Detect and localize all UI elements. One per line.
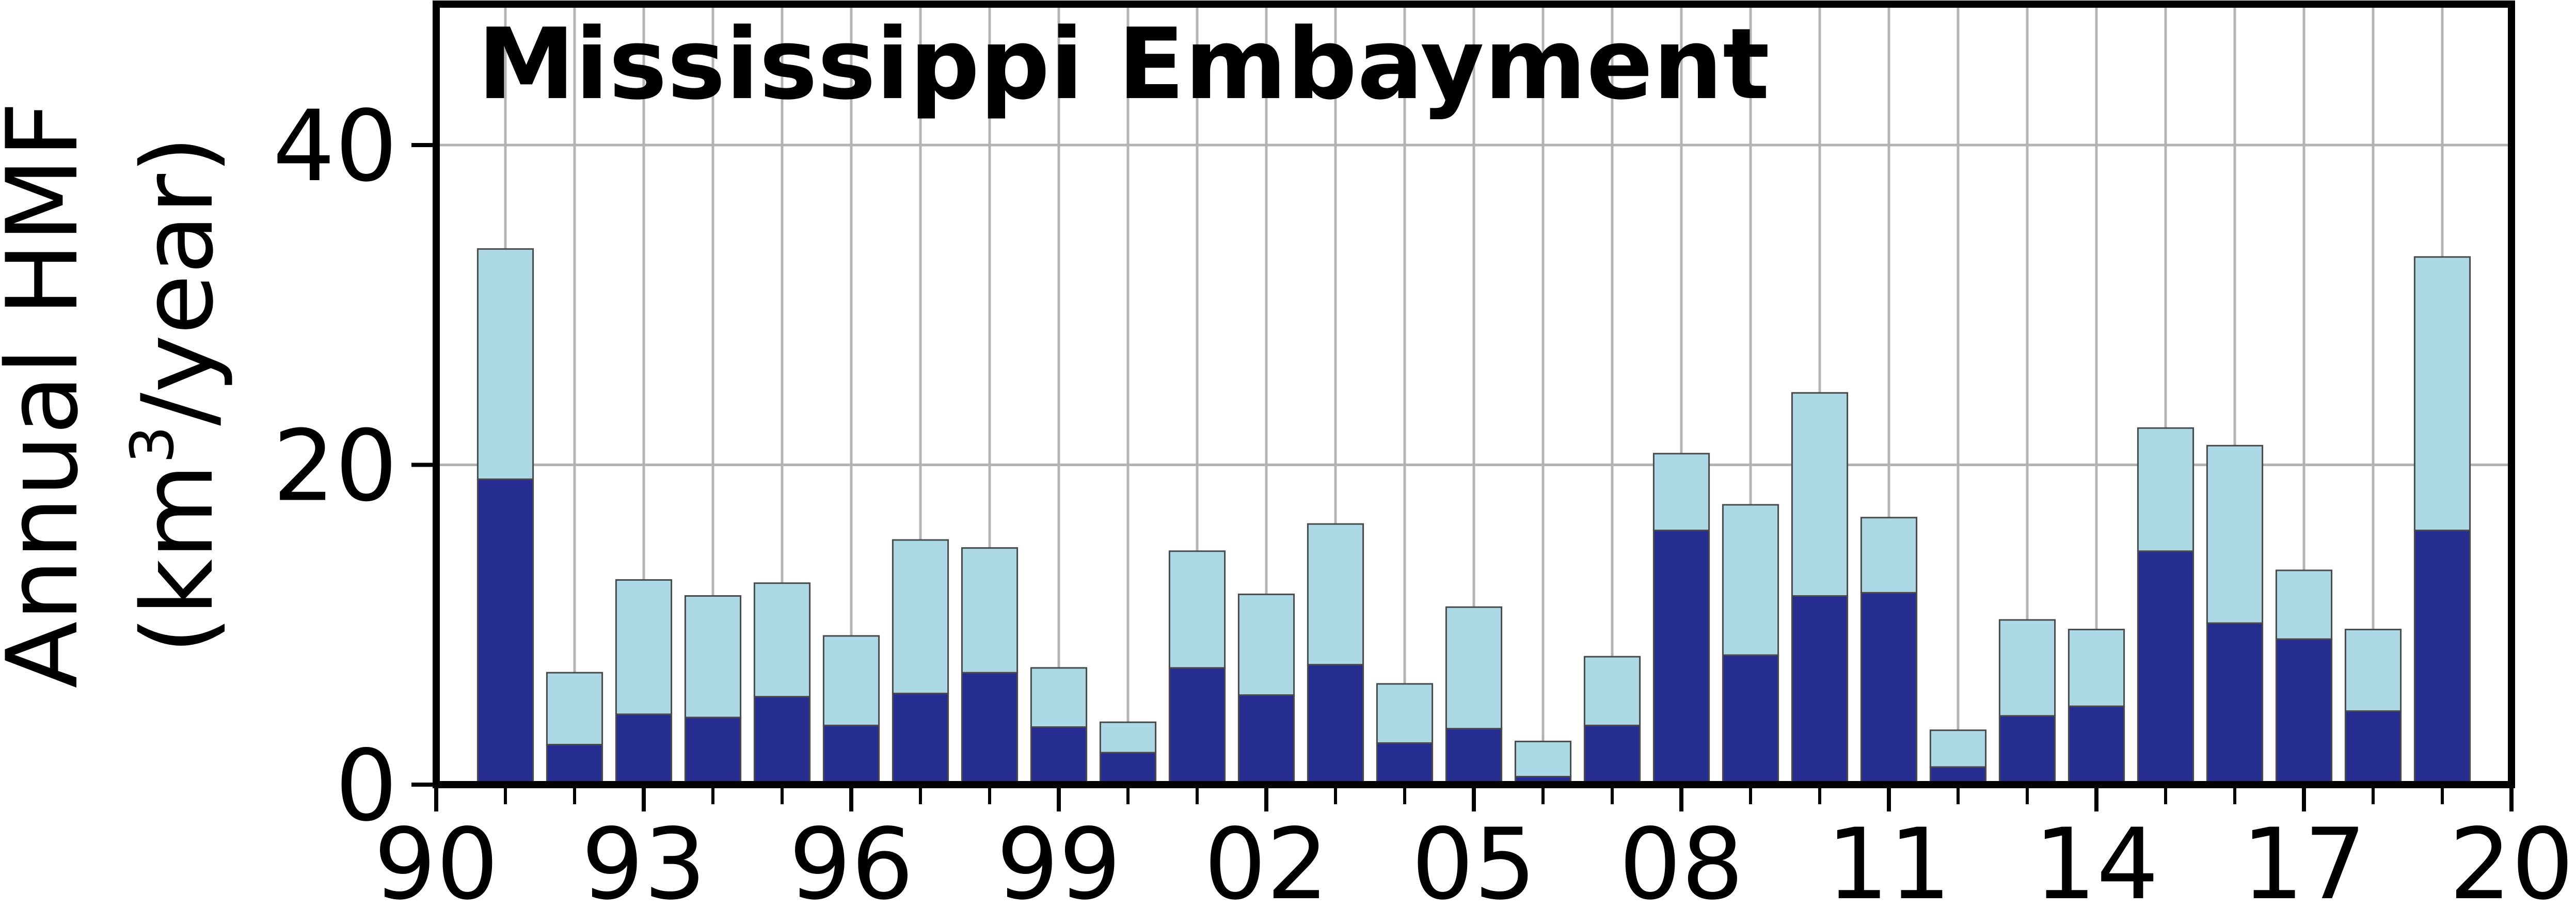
x-tick-label: 02 <box>1204 807 1329 921</box>
x-tick-label: 90 <box>374 807 499 921</box>
bar-upper <box>753 582 811 698</box>
bar-lower <box>2344 710 2402 786</box>
bar-lower <box>1030 726 1088 786</box>
chart-title: Mississippi Embayment <box>478 7 1770 121</box>
bar-lower <box>961 672 1019 786</box>
bar-lower <box>546 744 603 786</box>
bar-upper <box>1791 392 1849 597</box>
bar-upper <box>1168 550 1226 669</box>
bar-lower <box>2275 638 2333 786</box>
bar-lower <box>1099 752 1157 786</box>
bar-lower <box>1998 715 2056 786</box>
bar-upper <box>546 672 603 746</box>
bar-upper <box>1583 656 1641 726</box>
bar-lower <box>684 716 742 786</box>
bar-upper <box>476 248 534 480</box>
bar-lower <box>1376 742 1434 786</box>
y-tick-label: 40 <box>273 89 397 203</box>
bar-upper <box>2344 629 2402 712</box>
y-axis-label-line2: (km3/year) <box>118 136 235 654</box>
x-tick-label: 14 <box>2034 807 2159 921</box>
y-axis-label-superscript: 3 <box>118 426 187 464</box>
y-axis-label-line2-pre: (km <box>121 464 235 654</box>
bar-upper <box>1307 523 1364 666</box>
bar-upper <box>2275 569 2333 640</box>
x-tick-label: 11 <box>1826 807 1951 921</box>
bar-lower <box>2137 550 2195 786</box>
x-tick-label: 93 <box>581 807 706 921</box>
bar-lower <box>822 724 880 786</box>
bar-lower <box>615 713 673 786</box>
x-tick-label: 05 <box>1411 807 1536 921</box>
bar-lower <box>2413 529 2471 786</box>
bar-lower <box>1168 667 1226 786</box>
bar-upper <box>1445 606 1503 730</box>
bar-upper <box>1860 517 1918 594</box>
bar-upper <box>1099 721 1157 754</box>
bar-upper <box>961 547 1019 674</box>
bar-lower <box>1652 529 1710 786</box>
x-tick-label: 20 <box>2449 807 2574 921</box>
bar-lower <box>1860 592 1918 786</box>
bar-upper <box>1030 667 1088 728</box>
bar-upper <box>822 635 880 726</box>
bar-upper <box>1514 740 1572 778</box>
bar-lower <box>1583 724 1641 786</box>
x-tick-label: 08 <box>1619 807 1744 921</box>
bar-upper <box>1998 619 2056 717</box>
y-axis-label-line2-post: /year) <box>121 136 235 426</box>
bar-upper <box>1929 729 1987 768</box>
y-tick-label: 0 <box>335 729 397 843</box>
bars <box>476 248 2471 786</box>
bar-upper <box>1652 453 1710 531</box>
bar-upper <box>2413 256 2471 531</box>
bar-lower <box>1722 654 1779 786</box>
bar-lower <box>1307 664 1364 786</box>
bar-upper <box>615 579 673 715</box>
bar-upper <box>1237 593 1295 696</box>
bar-upper <box>2206 444 2264 624</box>
y-axis-label-line1: Annual HMF <box>0 102 100 689</box>
bar-lower <box>1237 694 1295 786</box>
bar-upper <box>1722 504 1779 656</box>
bar-lower <box>476 478 534 786</box>
bar-lower <box>2068 705 2125 786</box>
bar-lower <box>2206 622 2264 786</box>
bar-lower <box>1791 595 1849 786</box>
y-axis-label: Annual HMF (km3/year) <box>0 102 235 689</box>
x-tick-label: 96 <box>789 807 914 921</box>
x-tick-label: 99 <box>996 807 1121 921</box>
axis-ticks: 90 93 96 99 02 05 08 11 14 17 20 0 20 40 <box>273 89 2574 921</box>
bar-upper <box>1376 683 1434 744</box>
bar-upper <box>2137 427 2195 552</box>
bar-upper <box>892 539 949 694</box>
bar-upper <box>2068 629 2125 707</box>
bar-lower <box>753 696 811 786</box>
bar-lower <box>892 692 949 786</box>
bar-lower <box>1445 728 1503 786</box>
y-tick-label: 20 <box>273 409 397 523</box>
x-tick-label: 17 <box>2241 807 2366 921</box>
bar-upper <box>684 595 742 719</box>
